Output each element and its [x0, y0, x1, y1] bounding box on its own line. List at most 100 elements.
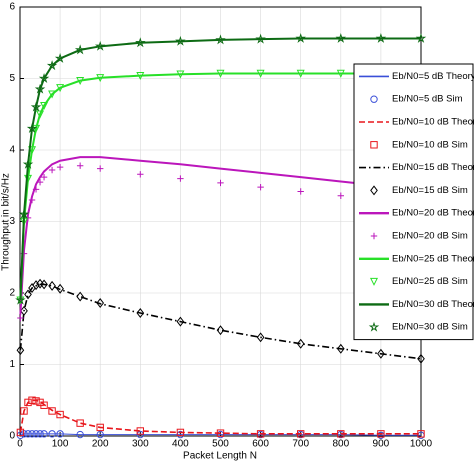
- marker: [176, 428, 185, 437]
- x-tick-label: 800: [332, 439, 349, 450]
- marker: [368, 321, 380, 332]
- marker: [20, 305, 28, 316]
- marker: [76, 419, 84, 427]
- marker: [34, 83, 46, 94]
- x-tick-label: 200: [92, 439, 109, 450]
- legend-label: Eb/N0=15 dB Sim: [392, 185, 468, 196]
- marker: [36, 178, 44, 186]
- marker: [76, 162, 84, 169]
- marker: [257, 183, 264, 191]
- marker: [40, 430, 48, 438]
- marker: [136, 71, 145, 80]
- series-line: [19, 72, 421, 301]
- marker: [375, 32, 387, 43]
- marker: [377, 348, 385, 359]
- marker: [56, 410, 64, 419]
- y-tick-label: 6: [9, 2, 15, 13]
- marker: [177, 175, 184, 182]
- y-axis-label: Throughput in bit/s/Hz: [1, 173, 12, 271]
- legend-label: Eb/N0=20 dB Sim: [392, 231, 468, 242]
- marker: [17, 314, 24, 322]
- legend-box: [353, 63, 474, 341]
- marker: [337, 192, 344, 199]
- marker: [56, 163, 64, 171]
- marker: [56, 283, 64, 294]
- marker: [20, 407, 28, 415]
- series-line: [19, 37, 421, 301]
- series-line: [19, 283, 422, 360]
- marker: [48, 166, 56, 174]
- y-tick-label: 4: [9, 145, 15, 156]
- marker: [32, 186, 40, 193]
- x-tick-label: 500: [212, 439, 229, 450]
- marker: [176, 70, 185, 79]
- marker: [417, 353, 425, 364]
- marker: [32, 280, 40, 291]
- marker: [32, 397, 40, 405]
- marker: [417, 430, 425, 438]
- marker: [48, 407, 56, 415]
- marker: [26, 123, 38, 133]
- marker: [336, 69, 345, 78]
- marker: [256, 69, 265, 78]
- legend-label: Eb/N0=20 dB Theory: [392, 208, 474, 219]
- marker: [216, 69, 225, 78]
- marker: [48, 280, 56, 291]
- marker: [337, 430, 345, 438]
- marker: [96, 423, 104, 432]
- y-tick-label: 2: [9, 288, 15, 299]
- marker: [297, 188, 304, 195]
- marker: [22, 158, 34, 169]
- marker: [76, 76, 85, 85]
- marker: [18, 208, 30, 219]
- marker: [297, 430, 305, 438]
- marker: [96, 298, 105, 308]
- marker: [48, 90, 57, 99]
- marker: [54, 52, 66, 63]
- x-tick-label: 100: [52, 439, 69, 450]
- legend-label: Eb/N0=5 dB Sim: [392, 94, 463, 105]
- marker: [28, 430, 36, 438]
- marker: [32, 430, 40, 438]
- marker: [415, 32, 427, 43]
- marker: [377, 430, 385, 438]
- marker: [216, 325, 225, 336]
- marker: [296, 69, 305, 78]
- marker: [30, 101, 42, 112]
- x-tick-label: 700: [292, 439, 309, 450]
- marker: [46, 60, 58, 71]
- marker: [175, 35, 186, 46]
- marker: [96, 74, 105, 83]
- marker: [296, 338, 305, 349]
- series-line: [19, 399, 421, 435]
- marker: [36, 110, 45, 119]
- y-tick-label: 3: [9, 216, 15, 227]
- marker: [370, 232, 378, 240]
- y-tick-label: 5: [9, 73, 15, 84]
- marker: [370, 141, 378, 149]
- legend-label: Eb/N0=5 dB Theory: [392, 71, 474, 82]
- marker: [217, 179, 224, 187]
- marker: [38, 73, 50, 83]
- marker: [215, 34, 226, 45]
- legend-label: Eb/N0=10 dB Theory: [392, 117, 474, 128]
- marker: [295, 32, 306, 43]
- marker: [48, 430, 56, 438]
- marker: [36, 430, 44, 438]
- marker: [24, 430, 32, 438]
- marker: [15, 294, 26, 305]
- legend-label: Eb/N0=30 dB Theory: [392, 299, 474, 310]
- marker: [370, 95, 378, 103]
- marker: [40, 279, 48, 290]
- marker: [16, 428, 25, 437]
- legend-label: Eb/N0=30 dB Sim: [392, 322, 468, 333]
- marker: [16, 345, 25, 356]
- legend-label: Eb/N0=25 dB Theory: [392, 253, 474, 264]
- marker: [96, 430, 104, 439]
- marker: [136, 308, 145, 319]
- marker: [135, 37, 146, 48]
- marker: [136, 427, 145, 435]
- marker: [94, 40, 106, 51]
- marker: [335, 32, 347, 43]
